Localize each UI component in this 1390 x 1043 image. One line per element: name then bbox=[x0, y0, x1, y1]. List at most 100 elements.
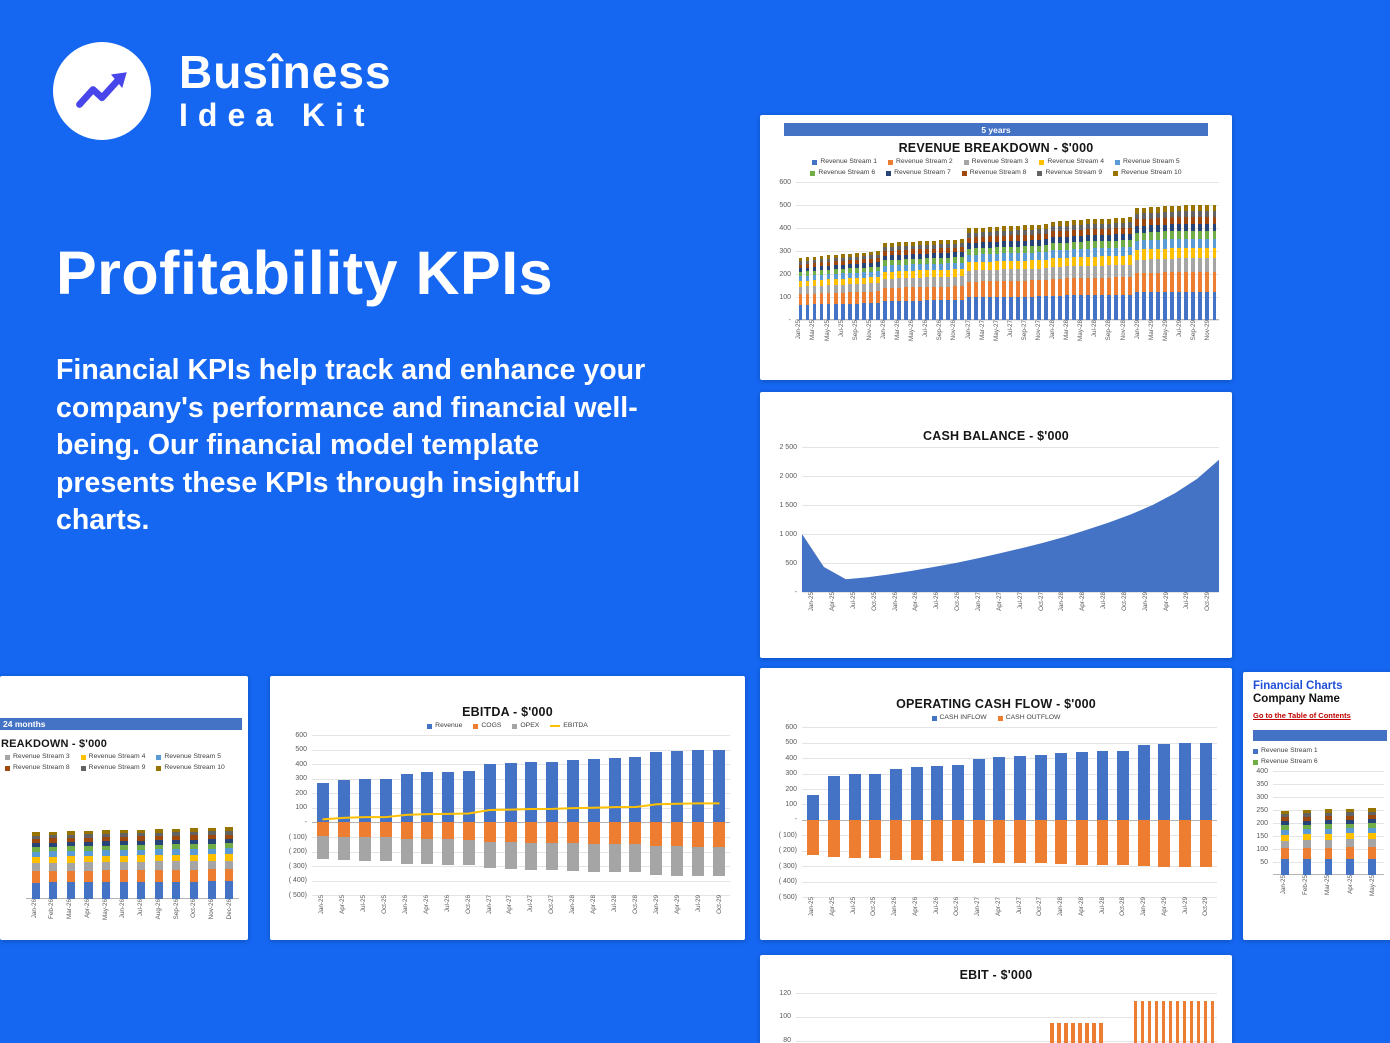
stacked-bar bbox=[882, 243, 887, 321]
bar bbox=[355, 735, 376, 895]
bar bbox=[1000, 986, 1007, 1043]
x-axis-label: Apr-25 bbox=[829, 592, 837, 611]
bar bbox=[916, 182, 923, 321]
stacked-bar bbox=[207, 827, 216, 900]
bar bbox=[1055, 986, 1062, 1043]
x-axis-label: Oct-27 bbox=[1037, 592, 1045, 611]
stacked-bar bbox=[1280, 810, 1289, 876]
bar bbox=[1085, 182, 1092, 321]
trend-arrow-icon bbox=[76, 72, 127, 108]
bar bbox=[948, 727, 969, 897]
x-axis-label: Oct-25 bbox=[870, 897, 878, 917]
negative-bar bbox=[1158, 819, 1171, 867]
y-axis-label: 2 500 bbox=[779, 443, 797, 451]
negative-bar bbox=[400, 822, 413, 864]
x-axis-label: Jan-26 bbox=[30, 899, 38, 919]
x-axis-label: Apr-29 bbox=[1162, 592, 1170, 611]
x-axis-label: May-26 bbox=[101, 899, 109, 921]
legend-item: Revenue Stream 6 bbox=[810, 168, 875, 178]
bar bbox=[80, 777, 98, 900]
bar bbox=[45, 777, 63, 900]
bar bbox=[902, 182, 909, 321]
legend-marker bbox=[887, 159, 893, 165]
legend-row: CASH INFLOW CASH OUTFLOW bbox=[931, 713, 1061, 723]
x-axis-label: May-26 bbox=[908, 320, 916, 342]
gridline bbox=[802, 850, 1217, 852]
positive-bar bbox=[608, 757, 621, 823]
negative-bar bbox=[951, 819, 964, 861]
chart-body: Jan-26 Feb-26 Mar-26 Apr-26 May-26 Jun-26 Jul-… bbox=[0, 777, 242, 939]
legend-label: Revenue Stream 1 bbox=[820, 158, 877, 165]
legend-item: Revenue Stream 1 bbox=[812, 157, 877, 167]
bar bbox=[951, 182, 958, 321]
bar-rect bbox=[1189, 1001, 1194, 1043]
y-axis-label: 200 bbox=[785, 785, 797, 793]
negative-bar bbox=[483, 822, 496, 869]
bar bbox=[865, 727, 886, 897]
y-axis-label: 100 bbox=[295, 804, 307, 812]
stacked-bar bbox=[945, 239, 950, 321]
bar bbox=[986, 182, 993, 321]
stacked-bar bbox=[102, 830, 111, 900]
x-axis-label: Apr-26 bbox=[911, 897, 919, 917]
negative-bar bbox=[442, 822, 455, 865]
negative-bar bbox=[504, 822, 517, 870]
positive-bar bbox=[951, 765, 964, 820]
plot-area bbox=[1273, 771, 1384, 876]
legend-item: Revenue Stream 5 bbox=[156, 752, 221, 762]
bar bbox=[1034, 986, 1041, 1043]
stacked-bar bbox=[924, 240, 929, 321]
bar bbox=[853, 182, 860, 321]
x-axis-label: Sep-26 bbox=[172, 899, 180, 920]
stacked-bar bbox=[1037, 224, 1041, 321]
line-series bbox=[312, 735, 730, 895]
legend-label: CASH OUTFLOW bbox=[1005, 714, 1061, 721]
x-axis-label: Oct-29 bbox=[1202, 897, 1210, 917]
chart-body: 2 500 2 000 1 500 1 000 500 - Jan-25 Apr-25 Jul-… bbox=[770, 443, 1222, 626]
bar bbox=[811, 182, 818, 321]
x-axis-label: Apr-26 bbox=[83, 899, 91, 919]
y-axis-label: 500 bbox=[295, 746, 307, 754]
bar bbox=[804, 182, 811, 321]
bar bbox=[1274, 771, 1296, 876]
gridline bbox=[796, 228, 1219, 230]
table-of-contents-link[interactable]: Go to the Table of Contents bbox=[1253, 711, 1351, 720]
legend-marker bbox=[1039, 159, 1045, 165]
bar-rect bbox=[1203, 1001, 1208, 1043]
axis-zero-line bbox=[796, 319, 1219, 321]
bar bbox=[1007, 986, 1014, 1043]
bar bbox=[1021, 986, 1028, 1043]
bar bbox=[1197, 182, 1204, 321]
negative-bar bbox=[650, 822, 663, 876]
stacked-bar bbox=[1149, 207, 1154, 321]
negative-bar bbox=[1096, 819, 1109, 865]
bar bbox=[886, 727, 907, 897]
negative-bar bbox=[338, 822, 351, 861]
x-axis-label: Jan-25 bbox=[808, 897, 816, 917]
negative-bar bbox=[670, 822, 683, 876]
legend-label: Revenue Stream 10 bbox=[1121, 169, 1182, 177]
legend-marker bbox=[156, 765, 162, 771]
gridline bbox=[312, 837, 730, 838]
y-axis-label: 200 bbox=[1256, 819, 1268, 827]
x-axis-label bbox=[972, 320, 979, 356]
ebitda-legend: Revenue COGS OPEX EBITDA bbox=[282, 721, 733, 731]
bar bbox=[874, 182, 881, 321]
bar bbox=[1120, 182, 1127, 321]
bar bbox=[1050, 182, 1057, 321]
negative-bar bbox=[910, 819, 923, 861]
stacked-bar bbox=[861, 252, 866, 321]
bar bbox=[972, 182, 979, 321]
x-axis-label: Nov-29 bbox=[1204, 320, 1212, 341]
bar bbox=[993, 182, 1000, 321]
bar bbox=[944, 986, 951, 1043]
bar bbox=[1361, 771, 1383, 876]
legend-label: Revenue Stream 5 bbox=[164, 753, 222, 760]
x-axis-label: May-25 bbox=[1368, 875, 1376, 897]
bar bbox=[1092, 727, 1113, 897]
stacked-bar bbox=[1324, 809, 1333, 876]
x-axis-label: Jul-27 bbox=[527, 895, 535, 913]
bar-rect bbox=[1134, 1001, 1138, 1043]
legend-item: Revenue Stream 1 bbox=[1253, 746, 1318, 756]
bar bbox=[1106, 182, 1113, 321]
